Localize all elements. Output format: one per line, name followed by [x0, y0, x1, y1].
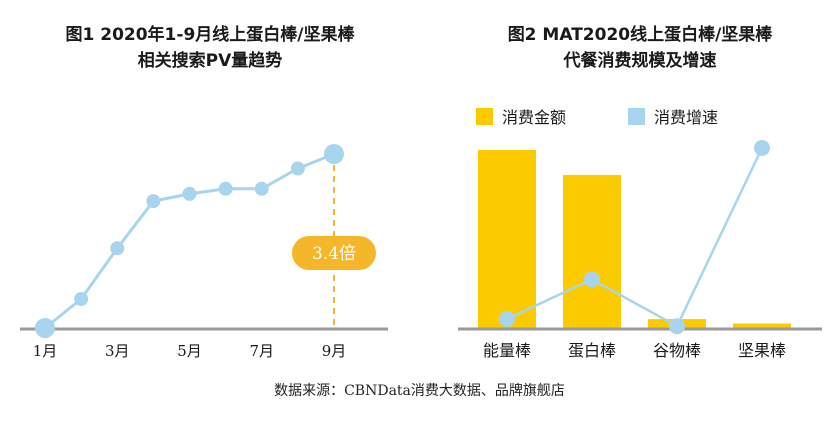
chart2-category-label: 能量棒 — [483, 341, 531, 360]
chart1-x-tick-label: 5月 — [177, 342, 202, 360]
chart1-point — [218, 181, 233, 196]
chart2-growth-point — [584, 271, 600, 288]
chart2-title: 图2 MAT2020线上蛋白棒/坚果棒 代餐消费规模及增速 — [440, 22, 839, 74]
chart1-title: 图1 2020年1-9月线上蛋白棒/坚果棒 相关搜索PV量趋势 — [20, 22, 400, 74]
chart2-category-label: 坚果棒 — [738, 341, 786, 360]
chart1-point — [290, 161, 305, 176]
chart1-point — [35, 318, 55, 338]
chart2-growth-point — [754, 140, 770, 156]
chart1-title-line1: 图1 2020年1-9月线上蛋白棒/坚果棒 — [65, 25, 355, 45]
chart1-point — [254, 181, 269, 196]
chart2-bar — [478, 150, 536, 328]
chart1-annotation-label: 3.4倍 — [312, 244, 356, 264]
chart2-bar — [733, 323, 791, 328]
chart2-growth-point — [669, 318, 685, 335]
legend-label-bar: 消费金额 — [502, 108, 566, 127]
chart2-growth-line — [506, 147, 764, 328]
chart2-growth-point — [499, 311, 515, 327]
legend-swatch-line — [628, 108, 645, 125]
chart2-category-label: 蛋白棒 — [568, 341, 616, 360]
chart1-x-tick-label: 7月 — [249, 342, 274, 360]
chart1-point — [110, 241, 125, 256]
legend-label-line: 消费增速 — [654, 108, 718, 127]
chart1-point — [146, 194, 161, 209]
chart2-category-label: 谷物棒 — [653, 341, 701, 360]
chart1-x-tick-label: 3月 — [105, 342, 130, 360]
chart1-annotation-badge — [292, 236, 376, 270]
chart1-x-tick-label: 9月 — [322, 342, 347, 360]
legend-swatch-bar — [476, 108, 493, 125]
chart1-x-tick-label: 1月 — [33, 342, 58, 360]
chart1-point — [74, 292, 89, 306]
chart2-title-line2: 代餐消费规模及增速 — [563, 51, 717, 71]
chart1-title-line2: 相关搜索PV量趋势 — [137, 51, 283, 71]
chart2-title-line1: 图2 MAT2020线上蛋白棒/坚果棒 — [507, 25, 773, 45]
chart1-point — [324, 144, 344, 164]
chart1-point — [182, 186, 197, 201]
chart2-bar — [563, 174, 621, 328]
data-source-note: 数据来源：CBNData消费大数据、品牌旗舰店 — [274, 383, 565, 399]
